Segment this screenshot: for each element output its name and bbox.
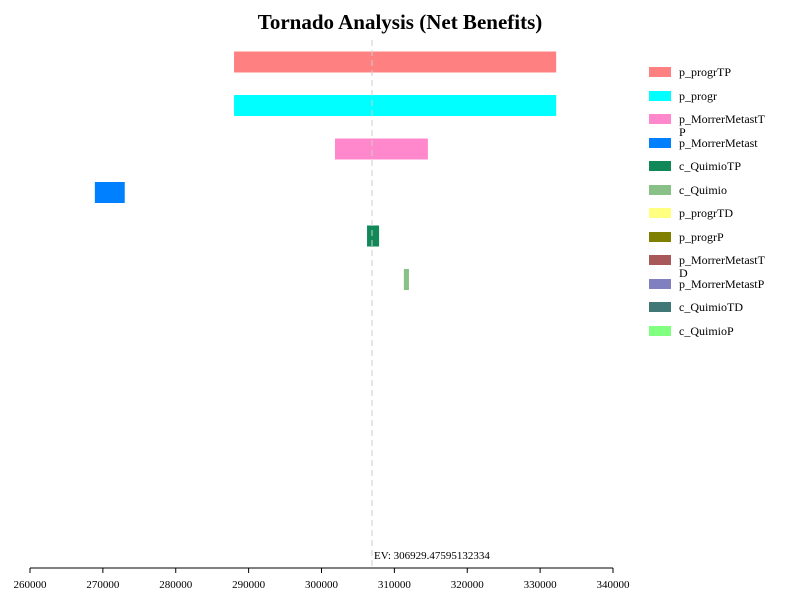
legend-label: c_Quimio (679, 182, 727, 197)
legend-label: p_MorrerMetast (679, 135, 758, 150)
legend-label: p_progrTP (679, 65, 731, 79)
legend-swatch (649, 114, 671, 124)
legend-label: p_progrP (679, 229, 724, 244)
x-tick-label: 310000 (378, 579, 412, 591)
x-tick-label: 300000 (305, 579, 339, 591)
x-tick-label: 260000 (14, 579, 48, 591)
legend-label: c_QuimioTD (679, 300, 743, 314)
legend-swatch (649, 137, 671, 148)
bar (234, 95, 557, 116)
legend-label: p_progrTD (679, 206, 733, 220)
bar (403, 269, 409, 290)
legend-swatch (649, 231, 671, 242)
legend-swatch (649, 255, 671, 265)
legend-label: p_MorrerMetastP (679, 276, 765, 291)
bar (94, 182, 125, 203)
bar (234, 51, 557, 73)
chart-title: Tornado Analysis (Net Benefits) (258, 10, 543, 34)
x-tick-label: 280000 (159, 579, 193, 591)
legend-swatch (649, 67, 671, 77)
x-tick-label: 340000 (597, 579, 631, 591)
legend-swatch (649, 184, 671, 195)
x-tick-label: 290000 (232, 579, 266, 591)
legend-swatch (649, 161, 671, 171)
legend-swatch (649, 325, 671, 336)
legend-swatch (649, 208, 671, 218)
bar (367, 225, 380, 247)
x-tick-label: 320000 (451, 579, 485, 591)
x-tick-label: 330000 (524, 579, 558, 591)
legend-label: c_QuimioTP (679, 159, 741, 173)
legend-swatch (649, 302, 671, 312)
legend-label: c_QuimioP (679, 323, 734, 338)
legend-swatch (649, 278, 671, 289)
legend-label: p_MorrerMetastTD (679, 253, 765, 280)
ev-label: EV: 306929.47595132334 (374, 550, 490, 562)
legend-label: p_MorrerMetastTP (679, 112, 765, 139)
legend-swatch (649, 90, 671, 101)
bar (334, 138, 428, 160)
x-tick-label: 270000 (86, 579, 120, 591)
legend-label: p_progr (679, 88, 717, 103)
